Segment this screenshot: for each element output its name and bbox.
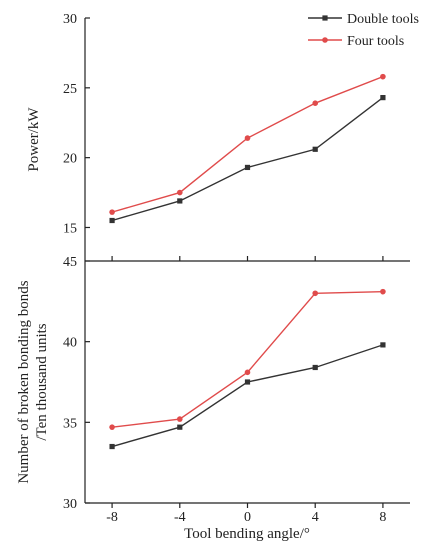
x-tick-label: 0	[244, 510, 251, 525]
series-line	[111, 97, 384, 222]
y-tick-label: 20	[63, 152, 77, 167]
series-double-tools	[109, 342, 386, 450]
data-point	[109, 443, 115, 450]
x-tick-label: -8	[106, 510, 118, 525]
data-point	[109, 424, 115, 430]
legend-marker	[322, 15, 328, 21]
y-tick-label: 25	[63, 82, 77, 97]
data-point	[109, 217, 115, 224]
data-point	[244, 369, 251, 376]
data-point	[380, 95, 386, 101]
y-tick-label: 45	[63, 255, 77, 270]
data-point	[312, 290, 319, 297]
y-tick-label: 30	[63, 12, 77, 27]
legend: Double tools Four tools	[308, 12, 419, 49]
data-point	[380, 73, 386, 80]
series-four-tools	[109, 288, 386, 430]
data-point	[244, 379, 251, 385]
x-tick-labels: -8 -4 0 4 8	[106, 510, 386, 525]
legend-marker	[322, 37, 328, 43]
panel-power: 15 20 25 30 Power/kW	[26, 12, 410, 262]
data-point	[177, 198, 183, 204]
x-axis-label: Tool bending angle/°	[184, 526, 310, 542]
legend-label: Four tools	[347, 34, 404, 49]
x-tick-label: 4	[312, 510, 319, 525]
data-point	[312, 146, 318, 152]
data-point	[176, 189, 183, 196]
series-line	[111, 344, 384, 448]
legend-entry: Double tools	[308, 12, 419, 27]
y-axis-label: Number of broken bonding bonds	[16, 280, 32, 483]
data-point	[380, 342, 386, 348]
legend-entry: Four tools	[308, 34, 404, 49]
data-point	[312, 100, 319, 106]
y-tick-label: 30	[63, 497, 77, 512]
legend-label: Double tools	[347, 12, 419, 27]
data-point	[244, 135, 251, 141]
series-line	[112, 290, 383, 428]
data-point	[380, 288, 386, 295]
data-point	[176, 416, 183, 422]
data-point	[177, 424, 183, 430]
data-point	[109, 209, 115, 215]
x-tick-label: -4	[174, 510, 186, 525]
y-tick-label: 15	[63, 221, 77, 236]
series-four-tools	[109, 73, 386, 215]
y-axis-label: /Ten thousand units	[34, 323, 50, 440]
panel-bonds: 30 35 40 45 Number of broken bonding bonds/T…	[16, 255, 410, 512]
data-point	[312, 364, 318, 371]
y-axis-label: Power/kW	[26, 107, 42, 172]
x-tick-label: 8	[379, 510, 386, 525]
y-tick-label: 35	[63, 416, 77, 431]
y-tick-label: 40	[63, 336, 77, 351]
data-point	[244, 164, 251, 171]
series-double-tools	[109, 95, 386, 224]
series-line	[111, 76, 384, 213]
